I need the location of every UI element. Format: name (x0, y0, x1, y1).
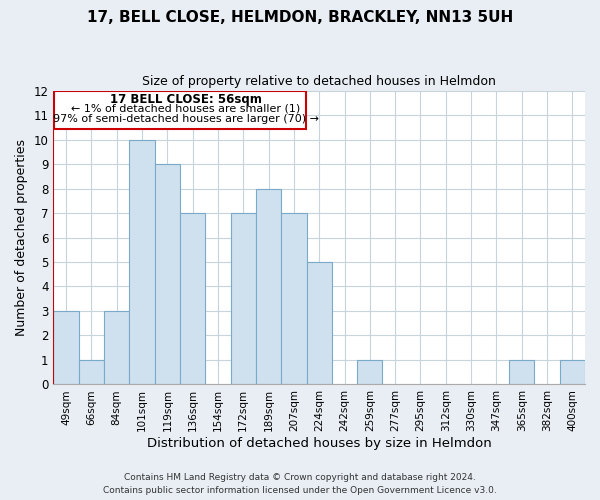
Bar (155, 164, 180, 384)
Bar (307, 262, 332, 384)
Bar (180, 213, 205, 384)
Bar (560, 360, 585, 384)
Bar (509, 360, 535, 384)
Title: Size of property relative to detached houses in Helmdon: Size of property relative to detached ho… (142, 75, 496, 88)
Y-axis label: Number of detached properties: Number of detached properties (15, 139, 28, 336)
Bar (54, 92, 306, 128)
Bar (79, 360, 104, 384)
Bar (230, 213, 256, 384)
Bar (130, 140, 155, 384)
Text: ← 1% of detached houses are smaller (1): ← 1% of detached houses are smaller (1) (71, 104, 301, 114)
Bar (357, 360, 382, 384)
Text: 97% of semi-detached houses are larger (70) →: 97% of semi-detached houses are larger (… (53, 114, 319, 124)
Bar (256, 188, 281, 384)
Text: 17, BELL CLOSE, HELMDON, BRACKLEY, NN13 5UH: 17, BELL CLOSE, HELMDON, BRACKLEY, NN13 … (87, 10, 513, 25)
Text: Contains HM Land Registry data © Crown copyright and database right 2024.
Contai: Contains HM Land Registry data © Crown c… (103, 474, 497, 495)
Text: 17 BELL CLOSE: 56sqm: 17 BELL CLOSE: 56sqm (110, 92, 262, 106)
Bar (53, 311, 79, 384)
Bar (104, 311, 130, 384)
Bar (281, 213, 307, 384)
X-axis label: Distribution of detached houses by size in Helmdon: Distribution of detached houses by size … (147, 437, 491, 450)
